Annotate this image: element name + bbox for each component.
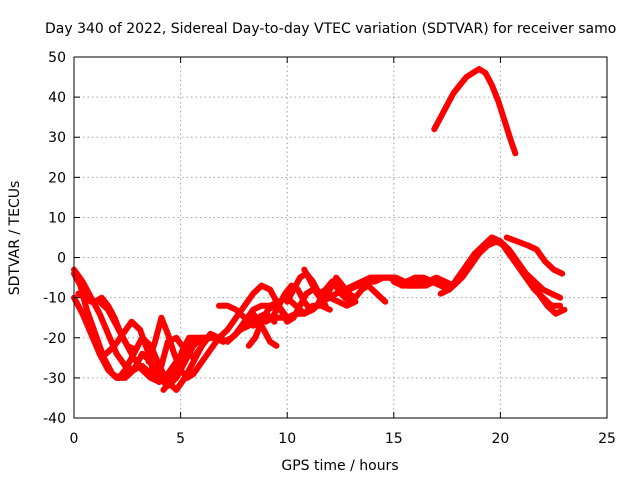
series-line-19 bbox=[437, 234, 564, 301]
series-line-14 bbox=[301, 266, 389, 305]
series-line-21 bbox=[431, 66, 519, 157]
y-tick-label: 10 bbox=[48, 210, 66, 226]
y-tick-label: -30 bbox=[43, 371, 66, 387]
y-tick-label: -20 bbox=[43, 331, 66, 347]
series-line-20 bbox=[503, 234, 566, 277]
series-line-10 bbox=[233, 294, 359, 337]
x-tick-label: 25 bbox=[598, 431, 616, 447]
y-tick-label: 0 bbox=[57, 251, 66, 267]
x-tick-label: 10 bbox=[278, 431, 296, 447]
y-tick-label: 20 bbox=[48, 170, 66, 186]
x-tick-label: 5 bbox=[176, 431, 185, 447]
y-axis-title: SDTVAR / TECUs bbox=[7, 181, 23, 296]
grid bbox=[74, 57, 607, 418]
x-tick-label: 0 bbox=[70, 431, 79, 447]
series-line-7 bbox=[145, 282, 291, 381]
y-tick-label: 30 bbox=[48, 130, 66, 146]
x-tick-label: 15 bbox=[385, 431, 403, 447]
data-series-group bbox=[71, 66, 568, 393]
y-tick-label: -40 bbox=[43, 411, 66, 427]
y-tick-label: -10 bbox=[43, 291, 66, 307]
x-axis-title: GPS time / hours bbox=[281, 458, 398, 474]
x-tick-label: 20 bbox=[491, 431, 509, 447]
series-line-5 bbox=[85, 294, 139, 353]
x-axis: 0 5 10 15 20 25 bbox=[70, 57, 616, 447]
y-tick-label: 50 bbox=[48, 50, 66, 66]
plot-frame bbox=[73, 56, 608, 419]
chart-title: Day 340 of 2022, Sidereal Day-to-day VTE… bbox=[45, 21, 616, 37]
y-tick-label: 40 bbox=[48, 90, 66, 106]
series-line-8 bbox=[160, 310, 278, 393]
y-axis: -40 -30 -20 -10 0 10 20 30 40 50 bbox=[43, 50, 607, 427]
